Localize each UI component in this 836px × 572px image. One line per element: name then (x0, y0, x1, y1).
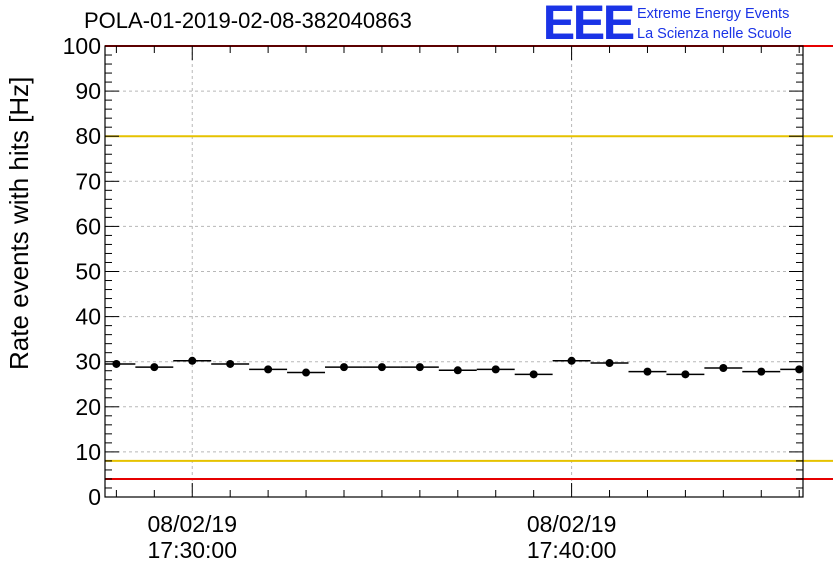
data-point (795, 365, 804, 374)
y-tick-label: 40 (75, 304, 101, 330)
data-point (453, 366, 462, 375)
y-tick-label: 60 (75, 213, 101, 239)
chart-title: POLA-01-2019-02-08-382040863 (84, 8, 412, 33)
eee-logo-line1: Extreme Energy Events (637, 6, 790, 22)
data-point (719, 364, 728, 373)
data-point (264, 365, 273, 374)
data-point (188, 356, 197, 365)
x-tick-label-date: 08/02/19 (147, 511, 237, 537)
x-tick-label-date: 08/02/19 (527, 511, 617, 537)
y-tick-label: 90 (75, 78, 101, 104)
y-tick-label: 20 (75, 394, 101, 420)
y-tick-label: 0 (88, 484, 101, 510)
x-tick-label-time: 17:40:00 (527, 537, 617, 563)
y-tick-label: 70 (75, 168, 101, 194)
eee-logo: EEE (543, 0, 635, 50)
data-point (643, 367, 652, 376)
data-point (605, 359, 614, 368)
data-point (339, 363, 348, 372)
x-tick-label-time: 17:30:00 (147, 537, 237, 563)
eee-logo-text: Extreme Energy Events La Scienza nelle S… (637, 4, 792, 44)
y-tick-label: 100 (63, 33, 101, 59)
data-point (302, 368, 311, 377)
eee-logo-line2: La Scienza nelle Scuole (637, 26, 792, 42)
y-tick-label: 10 (75, 439, 101, 465)
data-point (150, 363, 159, 372)
data-point (491, 365, 500, 374)
data-point (377, 363, 386, 372)
data-point (757, 367, 766, 376)
data-point (415, 363, 424, 372)
y-tick-label: 80 (75, 123, 101, 149)
data-point (529, 370, 538, 379)
data-point (567, 356, 576, 365)
data-point (112, 359, 121, 368)
y-tick-label: 50 (75, 259, 101, 285)
data-point (226, 359, 235, 368)
data-point (681, 370, 690, 379)
y-tick-label: 30 (75, 349, 101, 375)
